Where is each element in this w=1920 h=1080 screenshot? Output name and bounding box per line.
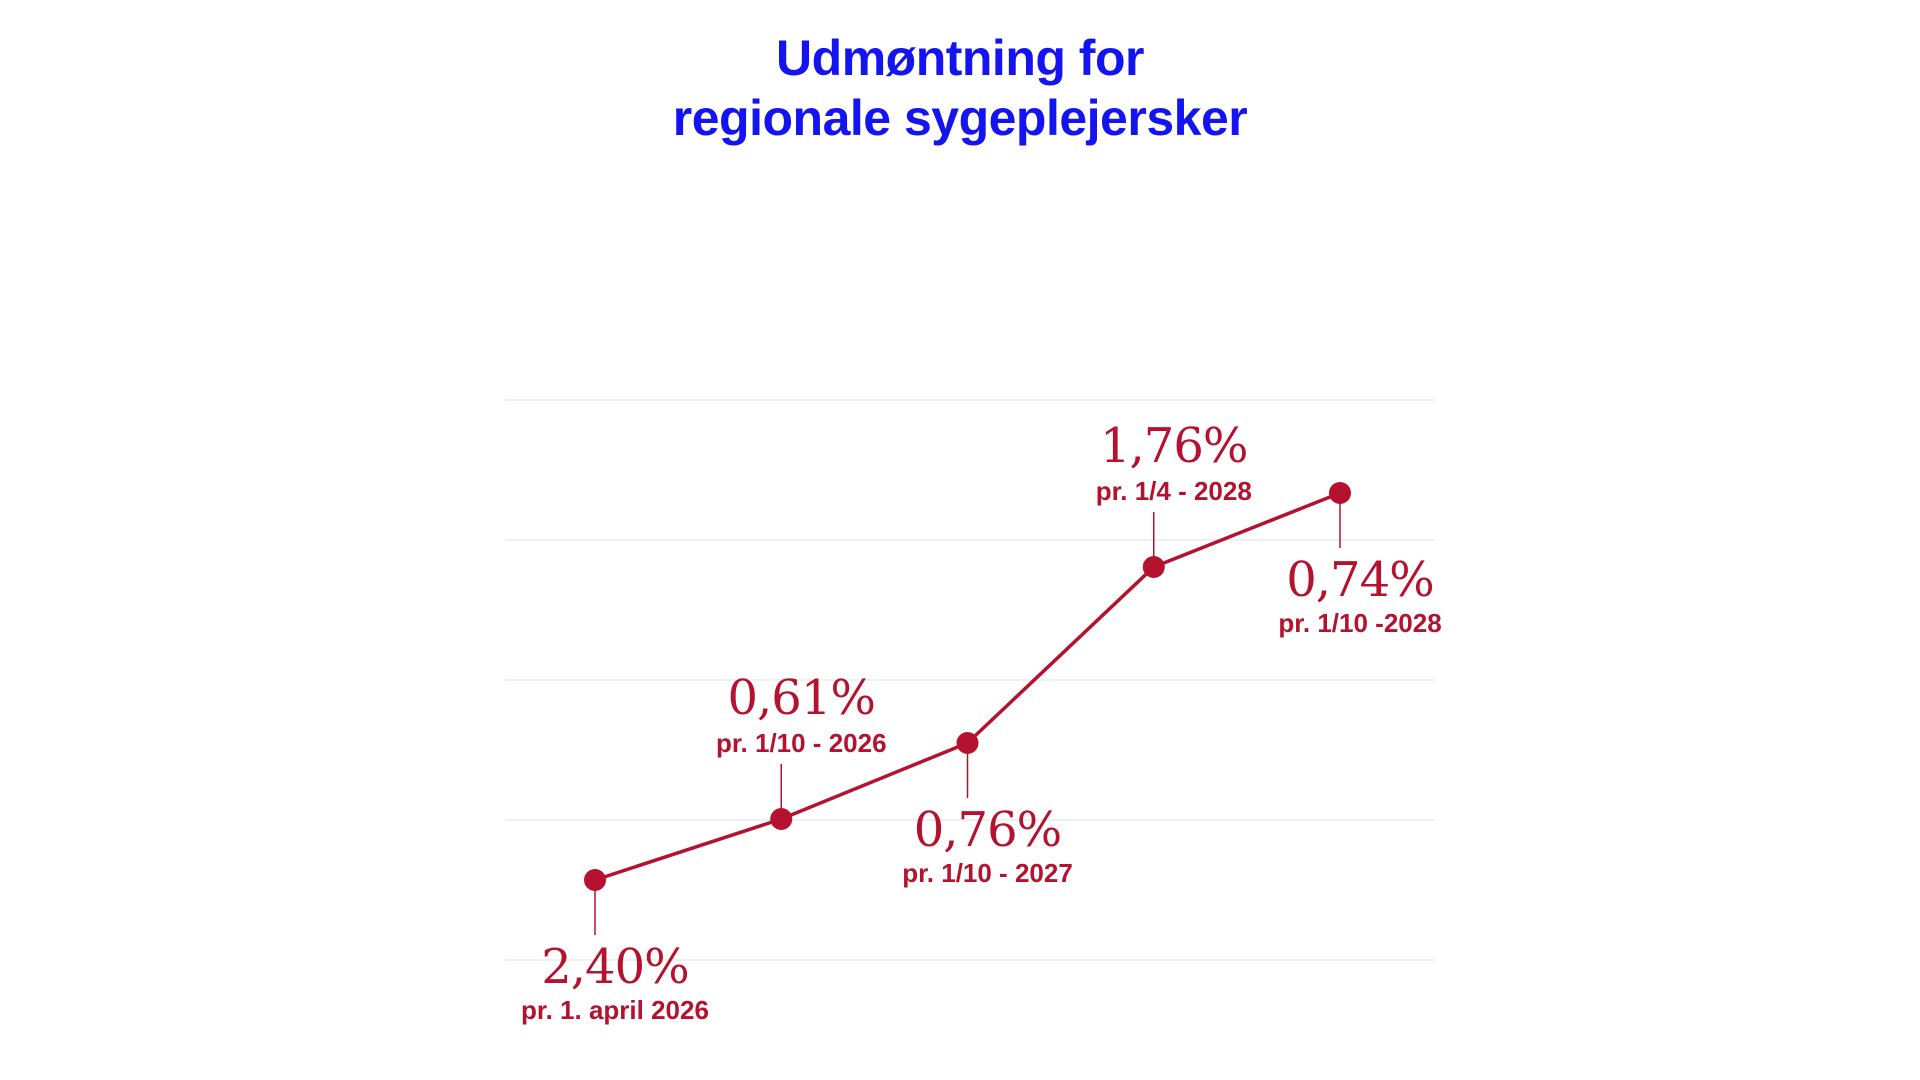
- data-points: [584, 482, 1351, 891]
- data-point: [584, 869, 606, 891]
- value-label: 1,76%: [1100, 418, 1247, 474]
- value-label: 0,76%: [914, 802, 1061, 858]
- data-label-group: 0,76%pr. 1/10 - 2027: [902, 802, 1073, 888]
- data-point: [956, 732, 979, 754]
- chart-title: Udmøntning for regionale sygeplejersker: [0, 28, 1920, 148]
- value-label: 0,74%: [1286, 552, 1433, 608]
- chart-title-line-2: regionale sygeplejersker: [672, 90, 1248, 146]
- data-label-group: 1,76%pr. 1/4 - 2028: [1096, 418, 1252, 506]
- date-label: pr. 1/10 - 2026: [716, 728, 887, 758]
- date-label: pr. 1/4 - 2028: [1096, 476, 1252, 506]
- date-label: pr. 1. april 2026: [521, 995, 709, 1025]
- gridlines: [505, 399, 1435, 961]
- data-point: [1142, 556, 1165, 578]
- data-label-group: 2,40%pr. 1. april 2026: [521, 939, 709, 1025]
- data-label-group: 0,74%pr. 1/10 -2028: [1278, 552, 1441, 638]
- data-point: [770, 808, 793, 830]
- data-label-group: 0,61%pr. 1/10 - 2026: [716, 670, 887, 758]
- chart-title-line-1: Udmøntning for: [776, 30, 1144, 86]
- data-point: [1329, 482, 1351, 504]
- value-label: 2,40%: [541, 939, 688, 995]
- value-label: 0,61%: [728, 670, 875, 726]
- date-label: pr. 1/10 -2028: [1278, 608, 1441, 638]
- date-label: pr. 1/10 - 2027: [902, 858, 1073, 888]
